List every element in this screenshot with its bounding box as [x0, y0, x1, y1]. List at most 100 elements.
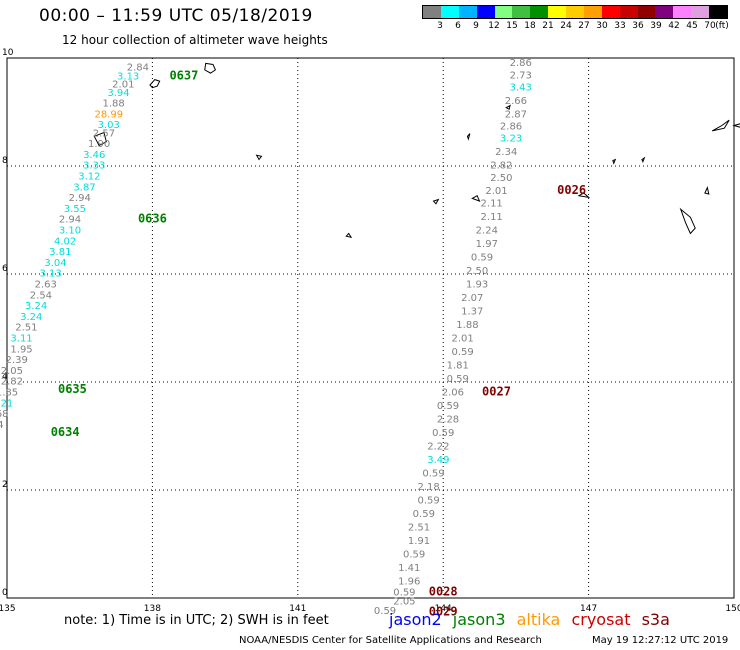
wave-height-value: 3.12 — [78, 172, 100, 183]
wave-height-value: 2.87 — [505, 109, 527, 120]
legend-cryosat: cryosat — [571, 610, 631, 629]
y-tick-label: 4 — [2, 372, 8, 382]
color-swatch — [566, 6, 584, 18]
wave-height-value: 2.50 — [466, 266, 488, 277]
color-swatch — [583, 6, 602, 18]
island-outline — [149, 79, 161, 89]
island-outline — [345, 232, 353, 239]
wave-height-value: 3.94 — [107, 88, 129, 99]
island-outline — [432, 198, 440, 205]
color-swatch — [530, 6, 549, 18]
wave-height-value: 2.01 — [485, 186, 507, 197]
generated-timestamp: May 19 12:27:12 UTC 2019 — [592, 635, 729, 646]
color-scale-label: 27 — [578, 21, 590, 31]
color-swatch — [673, 6, 692, 18]
wave-height-value: 0.59 — [403, 550, 425, 561]
wave-height-value: 2.94 — [59, 215, 81, 226]
wave-height-value: 3.33 — [83, 161, 105, 172]
wave-height-value: 2.82 — [490, 161, 512, 172]
wave-height-value: 2.57 — [93, 128, 115, 139]
pass-time-label: 0635 — [58, 382, 87, 396]
color-swatch — [458, 6, 477, 18]
wave-height-value: 0.59 — [418, 496, 440, 507]
legend-jason2: jason2 — [389, 610, 442, 629]
wave-height-value: 1.37 — [461, 307, 483, 318]
wave-height-value: 3.04 — [44, 258, 66, 269]
y-tick-label: 8 — [2, 156, 8, 166]
color-scale-label: 45 — [686, 21, 698, 31]
island-outline — [505, 104, 511, 111]
wave-height-value: 2.11 — [481, 199, 503, 210]
wave-height-value: 2.07 — [461, 293, 483, 304]
pass-time-label: 0634 — [51, 425, 80, 439]
wave-height-value: 3.24 — [25, 301, 47, 312]
y-tick-label: 10 — [2, 48, 14, 58]
legend-altika: altika — [516, 610, 561, 629]
island-outline — [93, 131, 107, 147]
island-outline — [679, 207, 696, 235]
wave-height-value: 4.02 — [54, 236, 76, 247]
pass-time-label: 0029 — [429, 604, 458, 618]
wave-height-value: 1.88 — [456, 320, 478, 331]
color-scale-label: 42 — [668, 21, 680, 31]
pass-time-labels: 0637 0636 0635 0634 0026 0027 0028 0029 — [51, 69, 586, 619]
color-scale-label: 21 — [542, 21, 554, 31]
wave-height-value: 1.41 — [398, 563, 420, 574]
page-title: 00:00 – 11:59 UTC 05/18/2019 — [39, 6, 313, 26]
wave-height-value: 2.86 — [500, 121, 522, 132]
color-scale-label: 9 — [473, 21, 479, 31]
wave-height-value: 0.59 — [437, 401, 459, 412]
pass-time-label: 0637 — [169, 69, 198, 83]
color-swatch — [548, 6, 566, 18]
wave-height-value: 3.03 — [98, 120, 120, 131]
island-outline — [711, 119, 730, 132]
island-outline — [704, 186, 710, 195]
wave-height-value: 2.66 — [505, 96, 527, 107]
wave-height-value: 2.86 — [510, 58, 532, 69]
wave-height-value: 2.39 — [6, 355, 28, 366]
color-scale-bar — [422, 5, 728, 19]
wave-height-value: 1.91 — [408, 536, 430, 547]
x-tick-label: 150 — [725, 604, 740, 614]
island-outline — [732, 123, 740, 128]
wave-height-value: 28.99 — [94, 109, 123, 120]
wave-height-value: 3.10 — [59, 226, 81, 237]
satellite-legend: jason2 jason3 altika cryosat s3a — [389, 610, 676, 629]
color-swatch — [476, 6, 495, 18]
wave-height-value: 3.55 — [64, 204, 86, 215]
island-outline — [471, 194, 481, 202]
wave-height-value: 2.68 — [0, 409, 8, 420]
wave-height-value: 0.59 — [471, 253, 493, 264]
x-tick-label: 135 — [0, 604, 16, 614]
wave-height-value: 2.50 — [490, 173, 512, 184]
wave-height-value: 2.51 — [15, 323, 37, 334]
wave-height-value: 2.82 — [1, 377, 23, 388]
island-outline — [204, 62, 217, 74]
wave-height-value: 2.73 — [510, 71, 532, 82]
island-outline — [612, 158, 617, 165]
wave-height-value: 3.81 — [49, 247, 71, 258]
wave-height-value: 3.87 — [73, 182, 95, 193]
wave-height-value: 0.59 — [422, 469, 444, 480]
wave-height-value: 0.59 — [447, 374, 469, 385]
wave-height-value: 1.85 — [0, 388, 18, 399]
y-tick-label: 0 — [2, 588, 8, 598]
wave-height-value: 1.95 — [10, 344, 32, 355]
page-subtitle: 12 hour collection of altimeter wave hei… — [62, 33, 328, 47]
pass-time-label: 0027 — [482, 385, 511, 399]
x-tick-label: 141 — [289, 604, 306, 614]
color-scale-label: 33 — [614, 21, 626, 31]
wave-height-value: 2.64 — [0, 420, 4, 431]
island-outline — [577, 192, 591, 199]
wave-height-value: 3.13 — [117, 72, 139, 83]
altimeter-track-values: 2.843.132.013.941.8828.993.032.571.903.4… — [0, 58, 532, 617]
axis-tick-labels: 135 138 141 144 147 150 0 2 4 6 8 10 — [0, 48, 740, 614]
wave-height-value: 2.24 — [476, 226, 498, 237]
wave-height-value: 0.59 — [413, 509, 435, 520]
landmass-outlines — [93, 62, 740, 239]
pass-time-label: 0636 — [138, 212, 167, 226]
island-outline — [255, 154, 263, 161]
color-scale-label: 3 — [437, 21, 443, 31]
color-scale-label: 39 — [650, 21, 662, 31]
